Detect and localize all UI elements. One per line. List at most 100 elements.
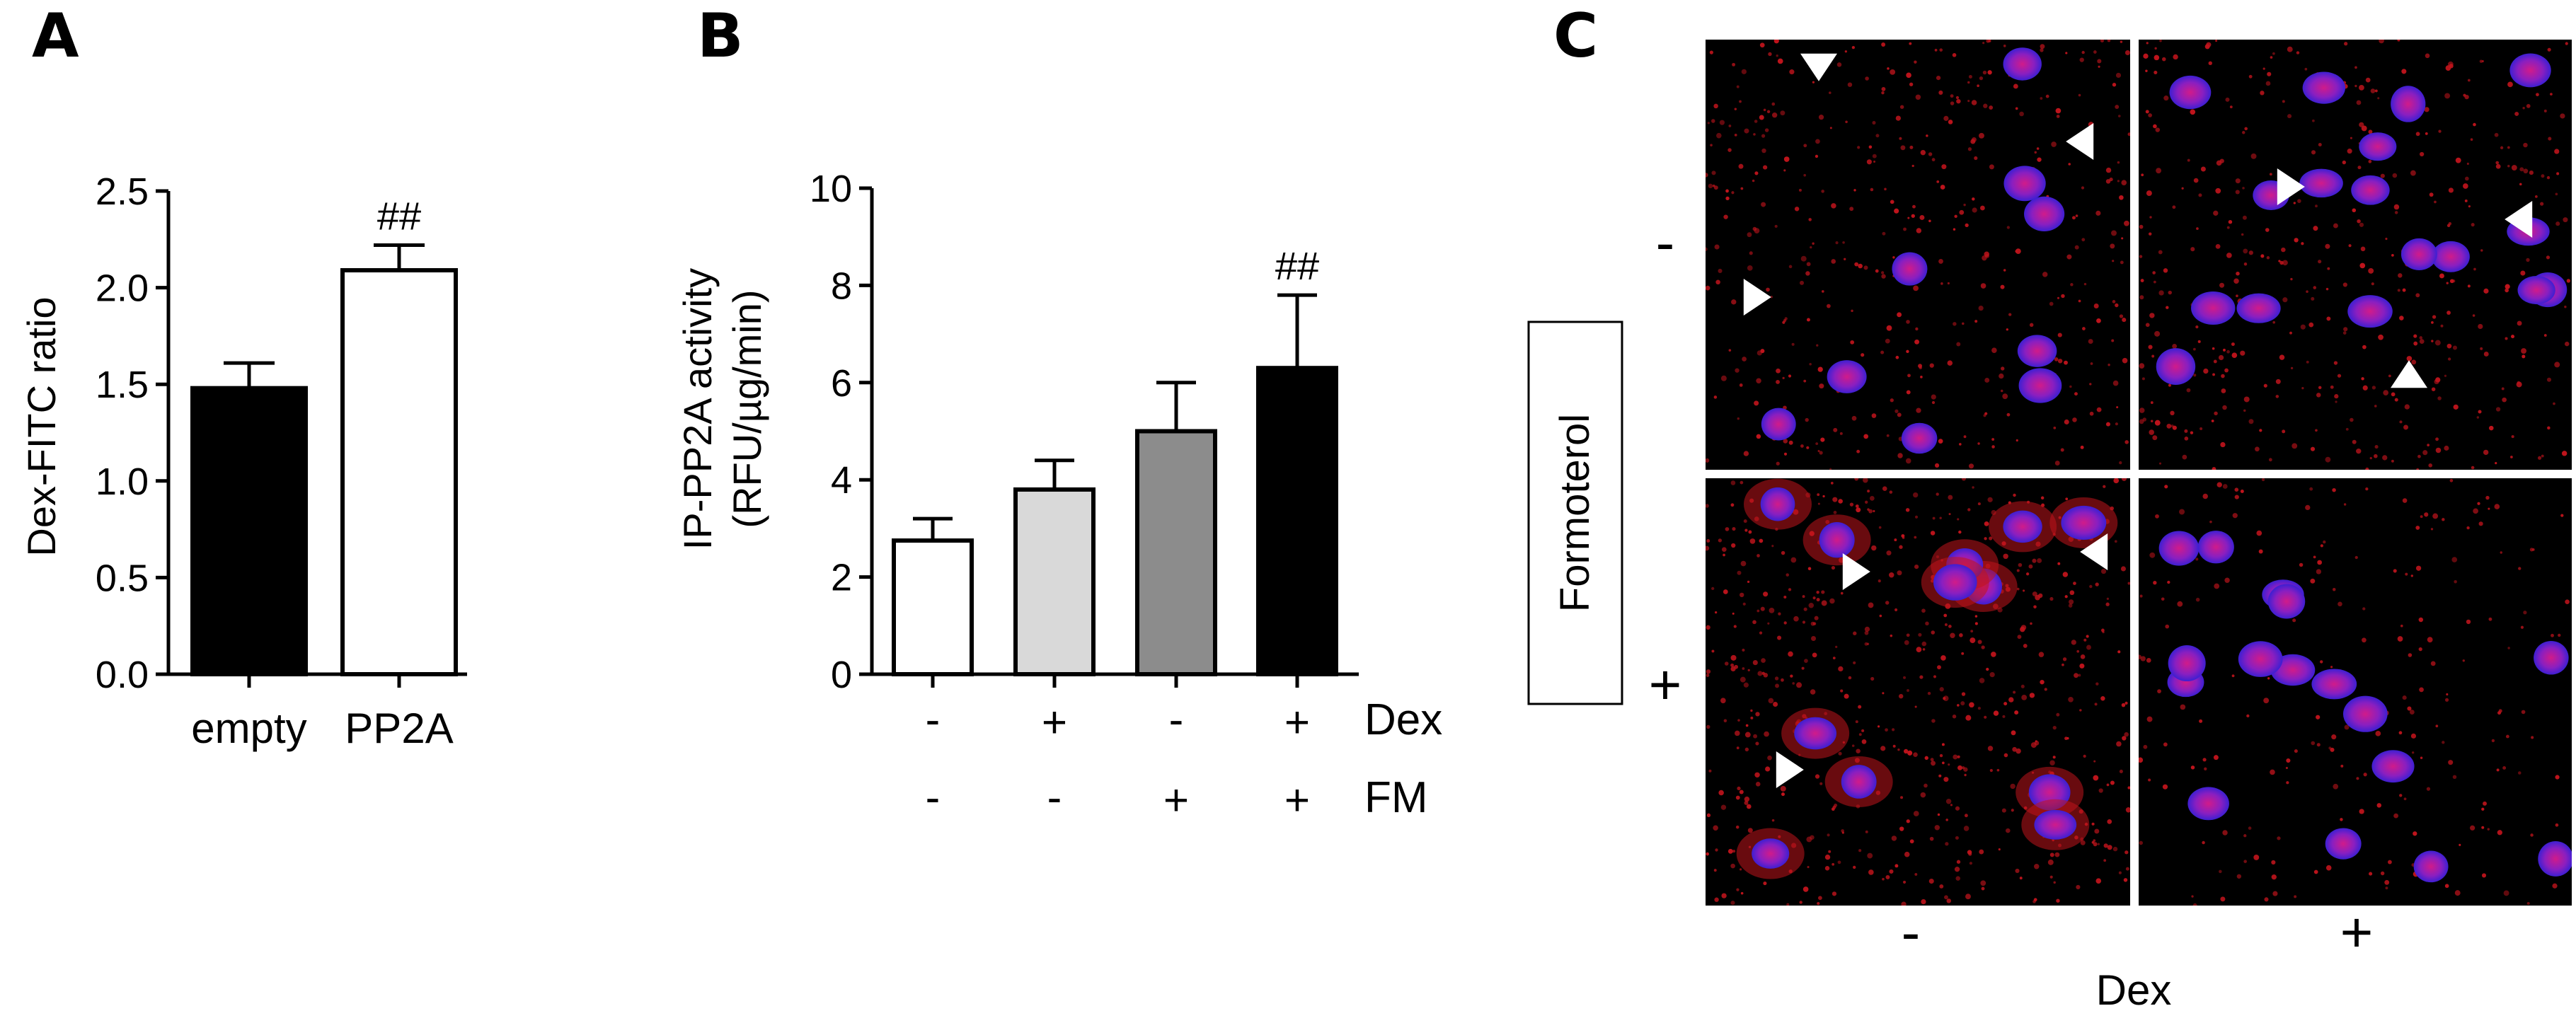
panel-b-bar <box>1256 366 1338 676</box>
formoterol-label: Formoterol <box>1552 414 1598 612</box>
panel-b-y-tick-label: 8 <box>831 265 852 307</box>
cell-nucleus <box>2034 809 2077 840</box>
panel-a-significance-label: ## <box>377 193 421 238</box>
cell-nucleus <box>2191 291 2236 325</box>
panel-a-category-label: PP2A <box>345 705 453 752</box>
cell-nucleus <box>2061 505 2107 541</box>
cell-nucleus <box>2534 640 2569 675</box>
cell-nucleus <box>2371 750 2415 783</box>
cell-nucleus <box>2517 276 2555 305</box>
dex-axis-label: Dex <box>2096 966 2172 1014</box>
cytoplasm-stain <box>2139 478 2570 906</box>
panel-a-y-tick-label: 1.5 <box>96 364 149 406</box>
panel-b-bar <box>1135 429 1217 676</box>
cell-nucleus <box>2018 368 2062 403</box>
row-level-minus: - <box>1656 211 1675 274</box>
cell-nucleus <box>1819 522 1855 558</box>
arrowhead-marker <box>1800 53 1837 81</box>
cell-nucleus <box>2024 196 2065 232</box>
micrograph-grid <box>1706 40 2572 906</box>
arrowhead-marker <box>2391 360 2427 388</box>
cell-nucleus <box>2351 175 2390 205</box>
cell-nucleus <box>1794 717 1837 750</box>
col-level-plus: + <box>2340 901 2374 964</box>
panel-b-condition-sign: + <box>1284 698 1310 747</box>
panel-b-condition-sign: - <box>1169 695 1184 744</box>
cell-nucleus <box>1892 252 1928 286</box>
panel-b-y-tick-label: 4 <box>831 459 852 502</box>
panel-a-y-tick-label: 1.0 <box>96 461 149 503</box>
panel-b-y-tick-label: 6 <box>831 362 852 405</box>
cell-nucleus <box>2325 828 2362 860</box>
micrograph-tile <box>1706 40 2130 470</box>
arrowhead-marker <box>2505 201 2533 238</box>
cell-nucleus <box>2158 531 2200 566</box>
panel-b-bar <box>892 538 974 677</box>
cell-nucleus <box>2302 71 2345 104</box>
panel-a-y-axis-title: Dex-FITC ratio <box>19 296 64 556</box>
panel-a-bar <box>190 386 308 676</box>
cell-nucleus <box>2156 348 2196 386</box>
cell-nucleus <box>2197 531 2234 564</box>
panel-a-bar <box>340 268 458 676</box>
cell-nucleus <box>2169 75 2212 110</box>
cytoplasm-stain <box>1706 478 2130 906</box>
cell-nucleus <box>1760 487 1795 521</box>
cell-nucleus <box>2538 841 2572 877</box>
panel-a-category-label: empty <box>191 705 306 752</box>
panel-a-y-tick-label: 0.0 <box>96 654 149 696</box>
panel-a-y-tick-label: 0.5 <box>96 557 149 599</box>
arrowhead-marker <box>1842 553 1870 590</box>
micrograph-tile <box>2139 478 2572 906</box>
panel-a: A 0.0 0.5 1.0 1.5 2.0 2.5 ## empty PP2A Dex-FITC… <box>19 1 467 752</box>
arrowhead-marker <box>1776 751 1804 788</box>
cytoplasm-stain <box>1706 40 2130 470</box>
row-level-plus: + <box>1649 653 1682 716</box>
panel-b-condition-sign: + <box>1284 776 1310 825</box>
cell-nucleus <box>2003 47 2042 81</box>
cell-nucleus <box>2347 295 2393 328</box>
cell-nucleus <box>1933 564 1977 601</box>
panel-c-letter: C <box>1553 1 1598 71</box>
panel-b-y-tick-label: 2 <box>831 557 852 599</box>
cell-nucleus <box>2311 669 2357 700</box>
panel-b-condition-sign: + <box>1163 776 1189 825</box>
cell-nucleus <box>2238 641 2283 677</box>
cell-nucleus <box>2187 787 2229 821</box>
panel-b-y-axis-title-line1: IP-PP2A activity <box>675 268 720 550</box>
cell-nucleus <box>2003 166 2046 202</box>
cell-nucleus <box>2236 293 2281 323</box>
arrowhead-marker <box>2080 533 2108 570</box>
col-level-minus: - <box>1902 901 1921 964</box>
panel-b-y-tick-label: 10 <box>810 168 852 210</box>
arrowhead-marker <box>1743 279 1771 316</box>
cell-nucleus <box>2391 86 2426 122</box>
micrograph-background <box>2139 40 2572 470</box>
panel-b-bar <box>1013 487 1096 676</box>
cell-nucleus <box>1752 838 1790 869</box>
panel-a-y-tick-label: 2.5 <box>96 170 149 213</box>
cell-nucleus <box>2017 335 2057 367</box>
panel-b-plot: 0 2 4 6 8 10 ## <box>810 168 1359 696</box>
panel-b-significance-label: ## <box>1275 243 1319 288</box>
panel-a-plot: 0.0 0.5 1.0 1.5 2.0 2.5 ## empty PP2A <box>96 170 467 752</box>
panel-a-letter: A <box>32 1 79 71</box>
arrowhead-marker <box>2066 123 2094 160</box>
cell-nucleus <box>2003 510 2042 543</box>
cell-nucleus <box>1901 422 1938 454</box>
cell-nucleus <box>1827 360 1867 393</box>
panel-b-condition-sign: - <box>926 695 941 744</box>
cell-nucleus <box>2299 168 2343 198</box>
cell-nucleus <box>2168 645 2206 682</box>
panel-b-condition-name: Dex <box>1364 695 1442 744</box>
micrograph-tile <box>2139 40 2572 470</box>
cell-nucleus <box>2400 238 2437 270</box>
micrograph-tile <box>1706 478 2130 906</box>
formoterol-label-box <box>1527 320 1623 705</box>
panel-b-condition-sign: - <box>926 773 941 822</box>
panel-b-y-tick-label: 0 <box>831 654 852 696</box>
arrowhead-marker <box>2277 168 2305 205</box>
cell-nucleus <box>2432 241 2470 272</box>
panel-b-y-axis-title-line2: (RFU/µg/min) <box>725 289 769 528</box>
cell-nucleus <box>2267 584 2306 619</box>
